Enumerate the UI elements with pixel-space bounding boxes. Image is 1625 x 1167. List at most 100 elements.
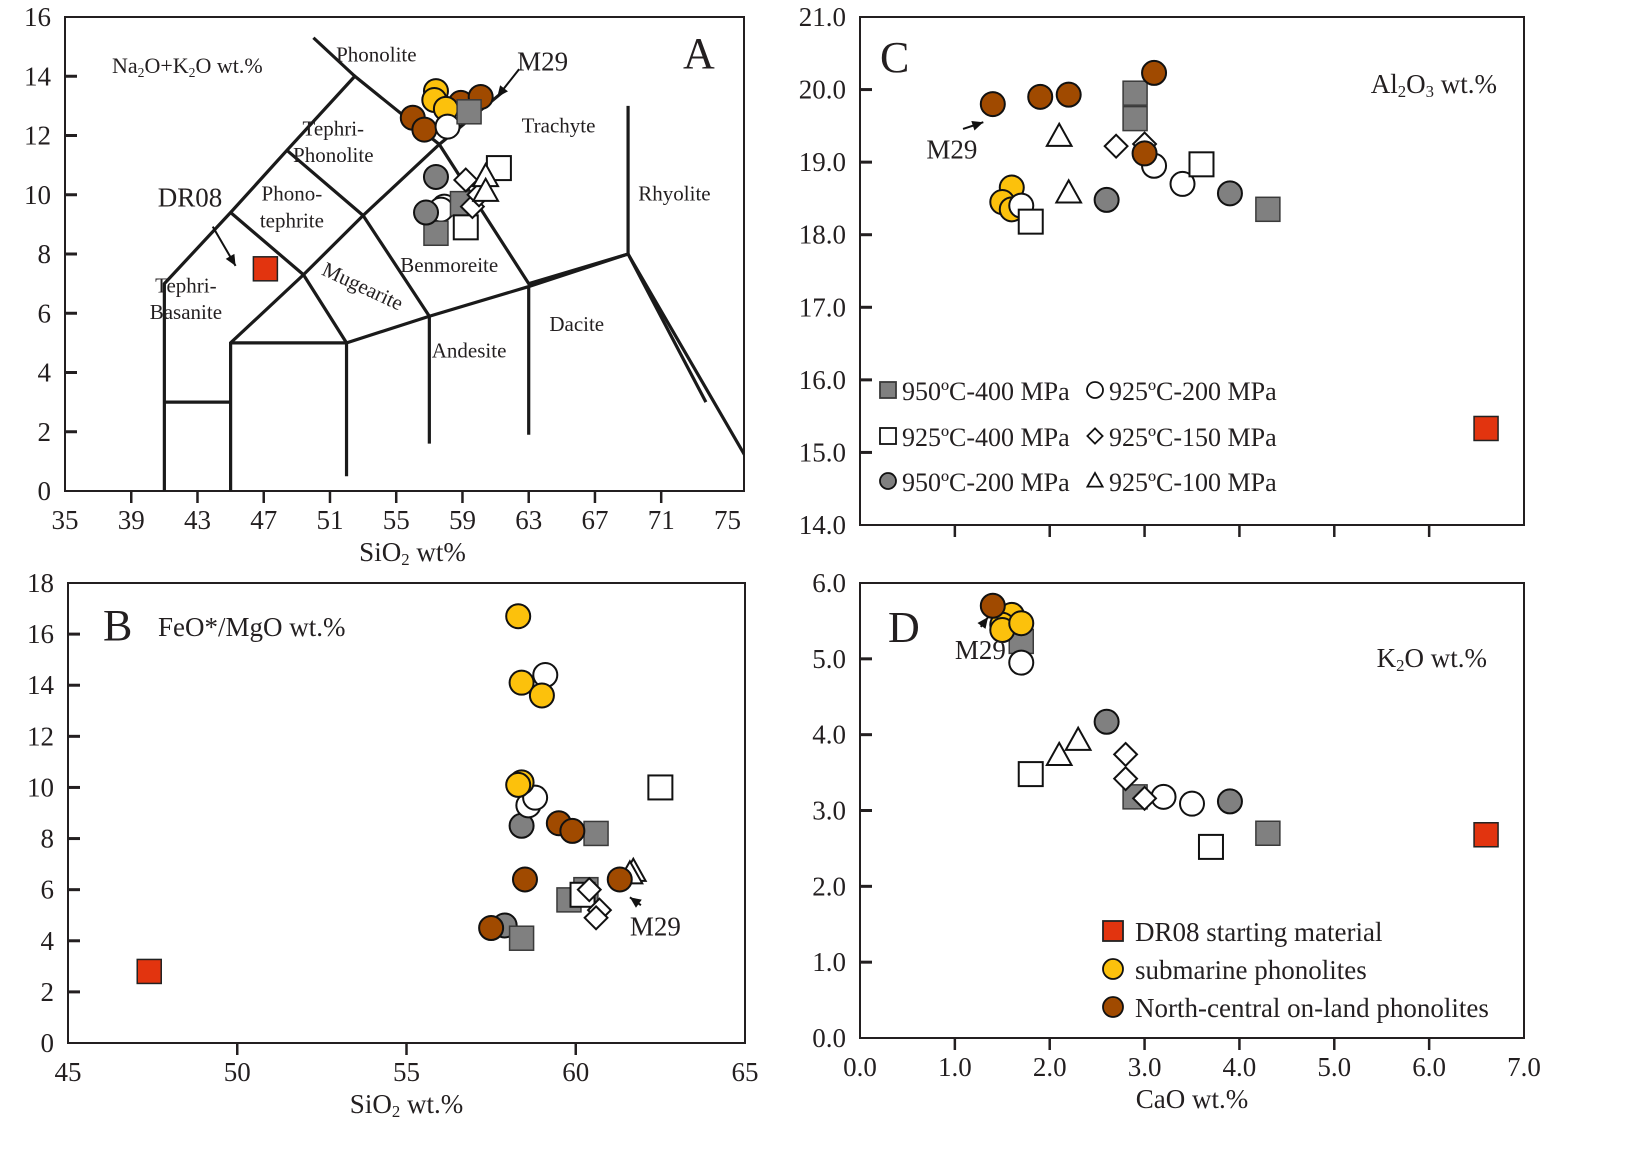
marker-onland	[559, 817, 586, 844]
marker-d150	[452, 167, 479, 193]
y-tick-label: 16.0	[799, 365, 846, 395]
panel-c: 14.0 15.0 16.0 17.0 18.0 19.0 20.0 21.0 C Al2O3 w…	[799, 2, 1525, 540]
legend-label: 925ºC-100 MPa	[1109, 468, 1277, 497]
arrowhead-icon	[971, 120, 984, 131]
marker-w200	[1008, 649, 1035, 676]
y-tick-label: 2	[38, 417, 52, 447]
y-tick-label: 21.0	[799, 2, 846, 32]
marker-d150	[1112, 765, 1139, 792]
marker-onland	[606, 866, 633, 893]
series-sub	[505, 603, 555, 798]
legend-item-t100: 925ºC-100 MPa	[1085, 468, 1277, 497]
y-tick-label: 16	[27, 619, 54, 649]
marker-d150	[576, 876, 603, 903]
y-tick-label: 18.0	[799, 220, 846, 250]
panel-letter: A	[683, 29, 715, 78]
legend-item-dr08: DR08 starting material	[1102, 917, 1382, 947]
legend-label: 925ºC-150 MPa	[1109, 423, 1277, 452]
y-axis-label: Na2O+K2O wt.%	[112, 53, 263, 80]
series-t100	[471, 161, 500, 202]
marker-onland	[1141, 59, 1168, 86]
legend-item-sub: submarine phonolites	[1102, 955, 1367, 985]
marker-onland	[478, 915, 505, 941]
y-tick-label: 4.0	[812, 720, 846, 750]
marker-w400	[1188, 151, 1215, 178]
plot-frame	[67, 582, 746, 1044]
field-label: Phonolite	[293, 143, 374, 167]
panel-letter: B	[103, 601, 132, 650]
x-tick-label: 43	[184, 505, 211, 535]
field-label: Andesite	[432, 339, 507, 363]
annotation-label: M29	[926, 135, 977, 165]
marker-onland	[1131, 140, 1158, 167]
marker-t100	[471, 176, 500, 202]
marker-w200	[1086, 381, 1104, 399]
series-dr08	[1473, 822, 1499, 848]
marker-w400	[647, 774, 674, 801]
legend-label: submarine phonolites	[1135, 955, 1367, 985]
y-tick-label: 12	[24, 121, 51, 151]
series-dr08	[252, 256, 279, 282]
field-label: Basanite	[150, 300, 222, 324]
y-tick-label: 1.0	[812, 947, 846, 977]
series-w400	[1017, 761, 1224, 860]
series-d150	[1112, 741, 1158, 812]
marker-w200	[434, 113, 461, 140]
series-g400	[1122, 80, 1281, 223]
marker-sub	[508, 669, 535, 696]
marker-sub	[505, 603, 532, 630]
x-tick-label: 5.0	[1317, 1052, 1351, 1082]
panel-d: 0.0 1.0 2.0 3.0 4.0 5.0 6.0 0.0 1.0 2.0 3.0 4.0 5.0 6…	[812, 568, 1541, 1114]
marker-g200	[1093, 186, 1120, 213]
series-g200	[1093, 180, 1243, 213]
marker-d150	[1103, 133, 1129, 159]
plot-frame	[859, 16, 1525, 526]
x-tick-label: 55	[393, 1057, 420, 1087]
marker-g400	[1255, 820, 1281, 846]
marker-w400	[1197, 833, 1224, 860]
series-onland	[478, 810, 633, 941]
x-tick-label: 55	[383, 505, 410, 535]
field-label: Tephri-	[155, 274, 217, 298]
y-tick-label: 19.0	[799, 147, 846, 177]
legend-label: 925ºC-200 MPa	[1109, 377, 1277, 406]
y-tick-label: 6	[38, 298, 52, 328]
arrowhead-icon	[977, 617, 989, 629]
marker-g400	[508, 925, 535, 951]
y-tick-label: 12	[27, 721, 54, 751]
y-tick-label: 10	[24, 180, 51, 210]
arrowhead-icon	[497, 85, 508, 97]
legend-label: DR08 starting material	[1135, 917, 1382, 947]
series-d150	[576, 876, 613, 931]
arrowhead-icon	[629, 897, 642, 908]
x-tick-label: 50	[224, 1057, 251, 1087]
marker-w400	[879, 427, 897, 445]
marker-t100	[1045, 740, 1074, 766]
marker-onland	[411, 116, 438, 143]
y-axis-label: K2O wt.%	[1377, 643, 1487, 675]
marker-t100	[1045, 121, 1074, 147]
series-sub	[421, 78, 459, 122]
x-tick-label: 0.0	[843, 1052, 877, 1082]
marker-onland	[1102, 996, 1124, 1018]
legend-item-g200: 950ºC-200 MPa	[879, 468, 1070, 497]
y-tick-label: 4	[38, 358, 52, 388]
field-boundary-line	[229, 211, 348, 344]
y-tick-label: 2	[41, 977, 55, 1007]
series-t100	[1045, 121, 1083, 204]
marker-sub	[1008, 610, 1035, 637]
marker-dr08	[1473, 822, 1499, 848]
x-tick-label: 71	[648, 505, 675, 535]
series-onland	[979, 592, 1006, 619]
marker-t100	[1085, 471, 1105, 488]
x-tick-label: 75	[714, 505, 741, 535]
series-g200	[1093, 708, 1243, 815]
legend-label: North-central on-land phonolites	[1135, 993, 1489, 1023]
series-t100	[1045, 725, 1093, 766]
x-tick-label: 47	[250, 505, 277, 535]
y-tick-label: 3.0	[812, 796, 846, 826]
marker-g200	[879, 472, 897, 490]
series-onland	[979, 59, 1168, 167]
legend-label: 950ºC-200 MPa	[902, 468, 1070, 497]
field-label: Mugearite	[319, 257, 407, 315]
